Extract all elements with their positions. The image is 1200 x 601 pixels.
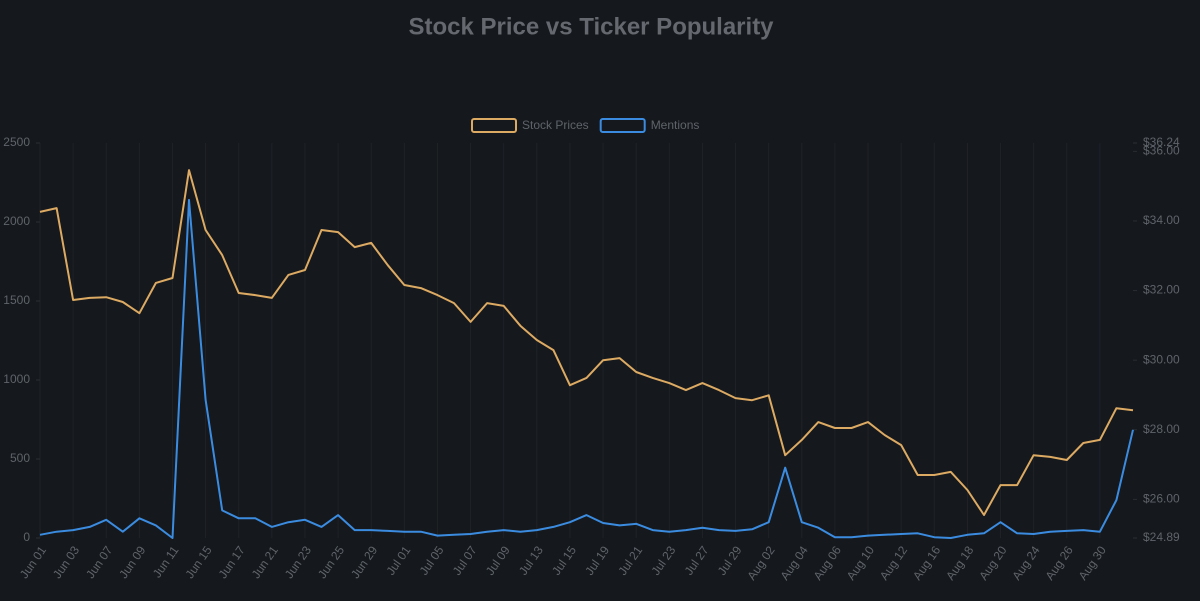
y2-tick-label: $26.00 — [1143, 492, 1180, 506]
y2-tick-label: $34.00 — [1143, 213, 1180, 227]
y-tick-label: 2500 — [3, 135, 30, 149]
y-tick-label: 1000 — [3, 372, 30, 386]
y-tick-label: 500 — [10, 451, 30, 465]
y2-tick-label: $36.24 — [1143, 135, 1180, 149]
y-tick-label: 2000 — [3, 214, 30, 228]
legend-item[interactable]: Stock Prices — [471, 118, 589, 133]
legend-label: Mentions — [651, 118, 700, 132]
series-line — [39, 198, 1134, 539]
y-tick-label: 1500 — [3, 293, 30, 307]
legend-item[interactable]: Mentions — [599, 118, 700, 133]
legend-swatch — [471, 118, 517, 133]
y2-tick-label: $36.00 — [1143, 144, 1180, 158]
legend: Stock Prices Mentions — [471, 118, 700, 133]
legend-swatch — [599, 118, 646, 133]
series-line — [39, 169, 1134, 516]
legend-label: Stock Prices — [522, 118, 589, 132]
y2-tick-label: $24.89 — [1143, 530, 1180, 544]
y2-tick-label: $32.00 — [1143, 283, 1180, 297]
chart-title: Stock Price vs Ticker Popularity — [408, 13, 774, 40]
y-tick-label: 0 — [23, 530, 30, 544]
y2-tick-label: $28.00 — [1143, 422, 1180, 436]
y2-tick-label: $30.00 — [1143, 352, 1180, 366]
